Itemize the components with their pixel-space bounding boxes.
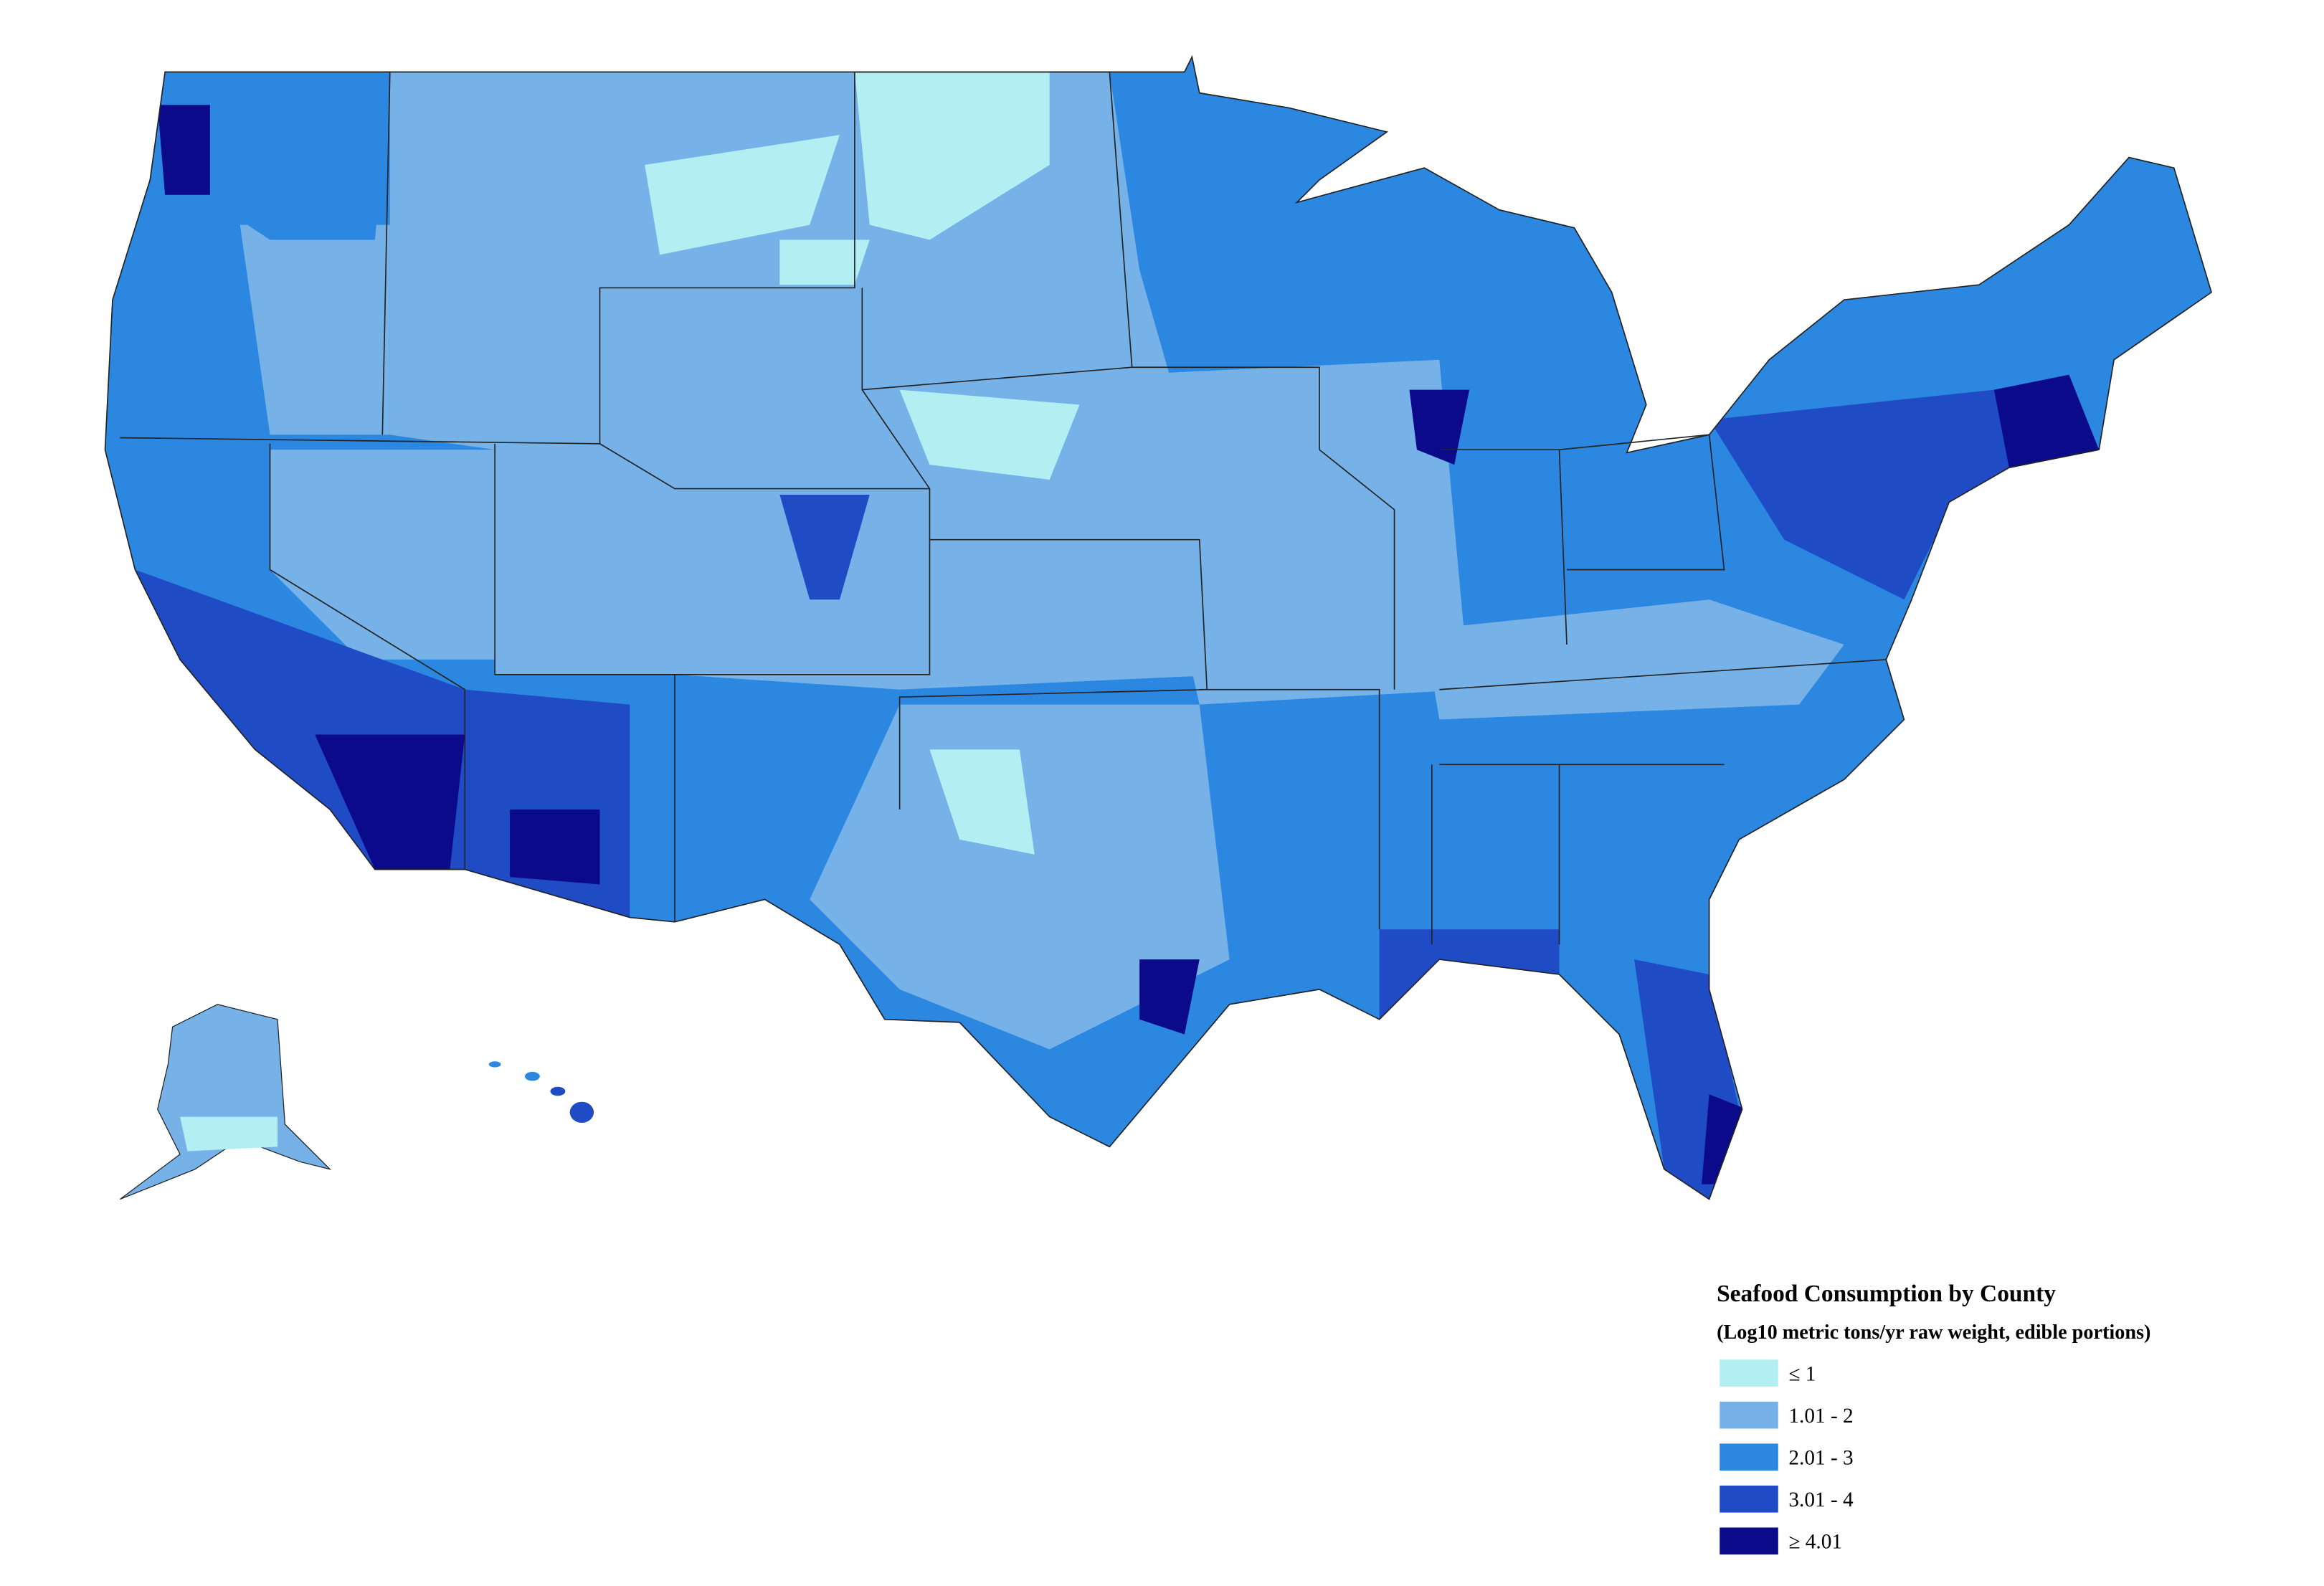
region (315, 734, 465, 870)
legend-label: ≥ 4.01 (1788, 1531, 1842, 1554)
legend-swatch (1720, 1443, 1778, 1471)
hawaii (488, 1061, 594, 1123)
legend-label: 3.01 - 4 (1788, 1488, 1854, 1511)
legend-title: Seafood Consumption by County (1717, 1281, 2056, 1307)
legend-label: 2.01 - 3 (1788, 1447, 1853, 1470)
region (550, 1086, 566, 1096)
region (389, 72, 1230, 690)
legend: Seafood Consumption by County (Log10 met… (1717, 1281, 2150, 1555)
legend-swatch (1720, 1485, 1778, 1513)
legend-swatch (1720, 1527, 1778, 1555)
legend-swatch (1720, 1359, 1778, 1387)
region (270, 450, 495, 660)
region (157, 105, 210, 195)
region (165, 72, 390, 240)
region (1379, 929, 1560, 1020)
region (854, 72, 1050, 240)
legend-swatch (1720, 1401, 1778, 1429)
legend-label: 1.01 - 2 (1788, 1405, 1853, 1428)
region (239, 224, 390, 435)
legend-subtitle: (Log10 metric tons/yr raw weight, edible… (1717, 1321, 2150, 1344)
region (1409, 389, 1470, 465)
region (180, 1116, 278, 1151)
region (1993, 374, 2100, 468)
region (120, 1004, 332, 1200)
us-outline (104, 54, 2212, 1200)
region (488, 1061, 501, 1068)
region (1139, 959, 1200, 1035)
region (569, 1101, 594, 1123)
state-borders (104, 54, 2212, 1200)
region (810, 704, 1230, 1050)
region (899, 389, 1080, 480)
region (1702, 1094, 1747, 1184)
contiguous-us (105, 57, 2212, 1200)
region (779, 239, 870, 285)
legend-label: ≤ 1 (1788, 1363, 1816, 1386)
region (524, 1071, 540, 1081)
state-line (120, 71, 1887, 945)
alaska (120, 1004, 332, 1200)
region (1424, 599, 1844, 720)
region (510, 809, 600, 885)
region (1124, 359, 1470, 705)
region (1709, 389, 2100, 600)
region (645, 135, 840, 255)
